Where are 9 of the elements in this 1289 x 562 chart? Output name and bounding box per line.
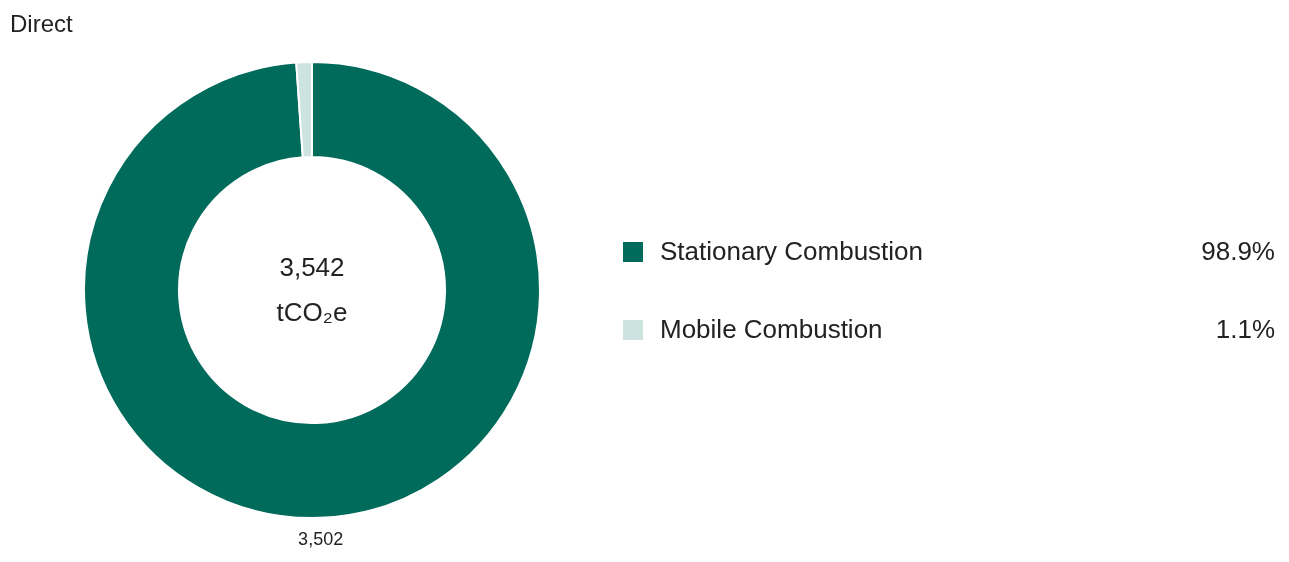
text: 3,502 bbox=[298, 528, 344, 549]
data-label: 1.1% bbox=[1215, 314, 1275, 344]
text: tCO₂e bbox=[276, 297, 348, 327]
donut-slice bbox=[83, 61, 541, 519]
text: 3,542 bbox=[279, 252, 345, 282]
legend-label: Mobile Combustion bbox=[660, 314, 883, 344]
legend-label: Stationary Combustion bbox=[660, 236, 924, 266]
data-label: 98.9% bbox=[1201, 236, 1275, 266]
chart-title: Direct bbox=[10, 10, 73, 37]
